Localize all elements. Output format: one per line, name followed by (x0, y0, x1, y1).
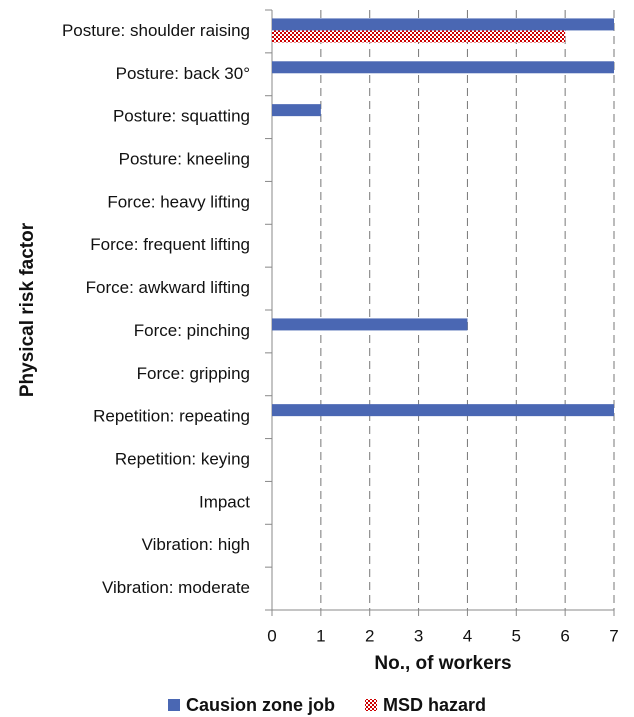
bar (272, 104, 321, 117)
y-axis-label: Physical risk factor (17, 222, 38, 397)
y-tick-label: Posture: shoulder raising (62, 21, 250, 40)
x-tick-label: 3 (414, 626, 423, 645)
x-tick-label: 4 (463, 626, 472, 645)
y-tick-label: Posture: squatting (113, 107, 250, 126)
x-tick-label: 7 (609, 626, 618, 645)
x-tick-label: 1 (316, 626, 325, 645)
x-axis-label: No., of workers (374, 653, 511, 674)
legend-swatch (168, 699, 180, 711)
x-tick-label: 6 (560, 626, 569, 645)
y-tick-label: Repetition: keying (115, 449, 250, 468)
y-tick-label: Impact (199, 492, 250, 511)
x-tick-label: 5 (512, 626, 521, 645)
y-tick-label: Vibration: moderate (102, 578, 250, 597)
legend-label: Causion zone job (186, 695, 335, 715)
y-tick-label: Posture: kneeling (119, 149, 250, 168)
bar (272, 30, 566, 43)
y-tick-label: Repetition: repeating (93, 407, 250, 426)
y-tick-label: Force: awkward lifting (86, 278, 250, 297)
bar (272, 18, 614, 31)
y-tick-label: Posture: back 30° (116, 64, 250, 83)
y-tick-label: Force: frequent lifting (90, 235, 250, 254)
y-tick-label: Force: heavy lifting (107, 192, 250, 211)
legend-swatch (365, 699, 378, 711)
y-tick-label: Force: gripping (137, 364, 250, 383)
bar (272, 318, 468, 331)
legend-label: MSD hazard (383, 695, 486, 715)
x-tick-label: 2 (365, 626, 374, 645)
bar (272, 61, 614, 74)
y-tick-label: Force: pinching (134, 321, 250, 340)
x-tick-label: 0 (267, 626, 276, 645)
bar (272, 404, 614, 417)
y-tick-label: Vibration: high (142, 535, 250, 554)
